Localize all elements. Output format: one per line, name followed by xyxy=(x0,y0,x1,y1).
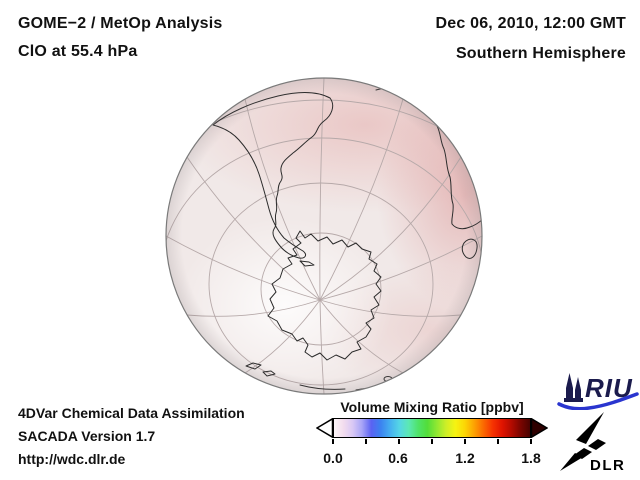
dlr-emblem-icon xyxy=(560,412,606,471)
datetime-label: Dec 06, 2010, 12:00 GMT xyxy=(435,15,626,32)
riu-wave-icon xyxy=(557,392,639,410)
colorbar-tick xyxy=(530,439,532,444)
colorbar-arrow-max-shape xyxy=(531,418,548,438)
colorbar-label-2: 1.2 xyxy=(455,450,475,466)
globe-outline xyxy=(165,77,483,395)
colorbar-tick xyxy=(365,439,367,444)
colorbar-tick xyxy=(464,439,466,444)
credit-assimilation: 4DVar Chemical Data Assimilation xyxy=(18,405,245,421)
dlr-logo: DLR xyxy=(560,412,625,472)
credit-url: http://wdc.dlr.de xyxy=(18,451,126,467)
colorbar-gradient xyxy=(333,418,531,438)
colorbar-label-0: 0.0 xyxy=(323,450,343,466)
title-species-level: ClO at 55.4 hPa xyxy=(18,43,138,60)
colorbar-arrow-min xyxy=(316,418,333,438)
riu-logo: RIU xyxy=(557,373,639,410)
colorbar-tick xyxy=(431,439,433,444)
region-label: Southern Hemisphere xyxy=(455,45,626,62)
colorbar-tick xyxy=(398,439,400,444)
title-instrument: GOME−2 / MetOp Analysis xyxy=(18,15,223,32)
colorbar-label-1: 0.6 xyxy=(388,450,408,466)
colorbar-title: Volume Mixing Ratio [ppbv] xyxy=(340,399,524,415)
credit-version: SACADA Version 1.7 xyxy=(18,428,156,444)
globe-rim-shade xyxy=(166,78,482,394)
colorbar-tick xyxy=(497,439,499,444)
colorbar-arrow-min-shape xyxy=(316,418,333,438)
colorbar-arrow-max xyxy=(531,418,548,438)
colorbar-tick xyxy=(332,439,334,444)
dlr-logo-text: DLR xyxy=(590,457,625,472)
colorbar-label-3: 1.8 xyxy=(521,450,541,466)
riu-cathedral-icon xyxy=(564,373,583,402)
